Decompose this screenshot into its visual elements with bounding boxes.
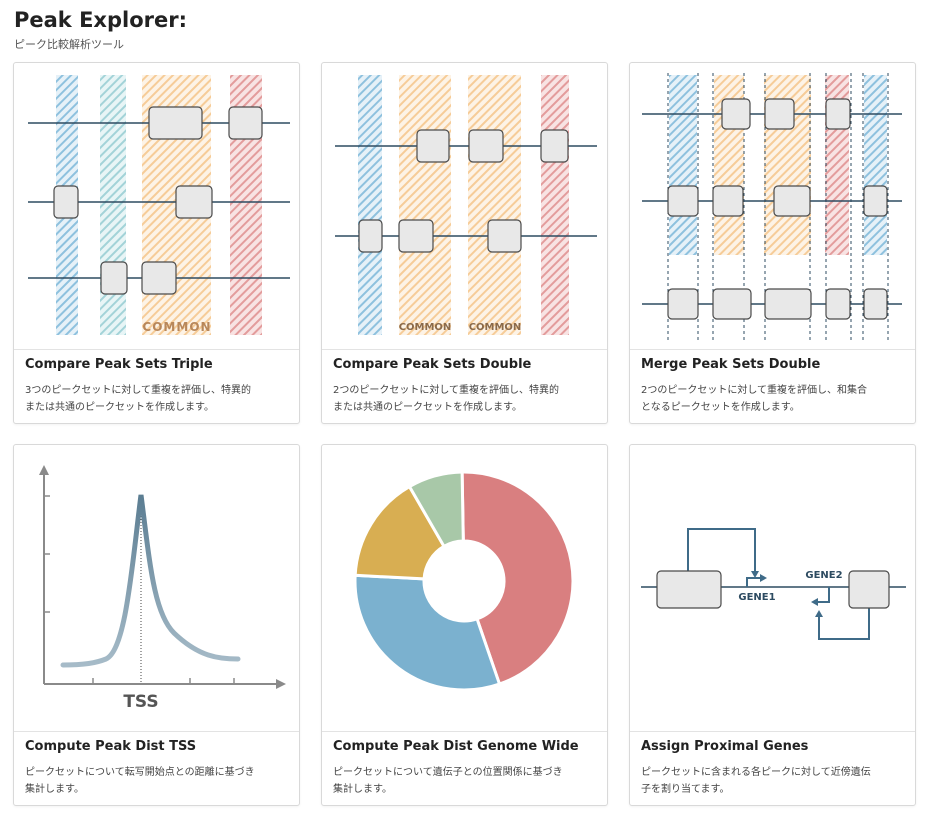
peak-box — [712, 185, 744, 217]
peak-box — [358, 219, 383, 253]
arrowhead — [811, 598, 818, 606]
hatched-region — [399, 75, 451, 335]
hatched-region — [468, 75, 521, 335]
card-description: 集計します。 — [333, 784, 392, 795]
illustration-label: GENE1 — [738, 592, 775, 603]
peak-box — [764, 98, 795, 130]
donut-segment — [407, 470, 465, 549]
peak-box — [863, 185, 888, 217]
arrowhead — [760, 574, 767, 582]
donut-segment — [460, 470, 575, 686]
peak-box — [175, 185, 213, 219]
peak-box — [398, 219, 434, 253]
gene-arrow — [816, 587, 830, 603]
card[interactable]: Merge Peak Sets Double 2つのピークセットに対して重複を評価… — [629, 62, 916, 424]
card-description: ピークセットについて遺伝子との位置関係に基づき — [333, 767, 563, 778]
card-description: 2つのピークセットに対して重複を評価し、和集合 — [641, 385, 868, 396]
card-illustration: COMMON COMMON — [335, 75, 597, 335]
peak-box — [721, 98, 751, 130]
card-description: となるピークセットを作成します。 — [641, 402, 800, 413]
donut-segment — [353, 573, 502, 692]
hatched-region — [541, 75, 569, 335]
page-subtitle: ピーク比較解析ツール — [14, 38, 124, 51]
card-title: Compute Peak Dist Genome Wide — [333, 739, 579, 754]
page-title: Peak Explorer: — [14, 8, 187, 32]
gene-arrow — [746, 577, 762, 587]
peak-box — [863, 288, 888, 320]
card-separator — [630, 731, 915, 732]
card-separator — [14, 731, 299, 732]
peak-box — [825, 288, 851, 320]
card-title: Merge Peak Sets Double — [641, 357, 821, 372]
card-description: 2つのピークセットに対して重複を評価し、特異的 — [333, 385, 560, 396]
card-illustration — [642, 73, 902, 343]
illustration-label: COMMON — [142, 320, 211, 334]
peak-box — [228, 106, 263, 140]
card-illustration: GENE1 GENE2 — [641, 528, 906, 640]
peak-box — [468, 129, 504, 163]
arrowhead — [751, 571, 759, 578]
peak-box — [667, 288, 699, 320]
peak-box — [141, 261, 177, 295]
card[interactable]: TSS Compute Peak Dist TSS ピークセットについて転写開始点と… — [13, 444, 300, 806]
peak-box — [540, 129, 569, 163]
illustration-label: GENE2 — [805, 570, 842, 581]
arrowhead — [39, 465, 49, 475]
regulation-arrow — [687, 528, 756, 573]
card-title: Compare Peak Sets Triple — [25, 357, 213, 372]
peak-box — [773, 185, 811, 217]
hatched-region — [100, 75, 126, 335]
card[interactable]: GENE1 GENE2 Assign Proximal Genes ピークセットに含ま… — [629, 444, 916, 806]
card-title: Compute Peak Dist TSS — [25, 739, 197, 754]
hatched-region — [669, 75, 697, 255]
hatched-region — [864, 75, 887, 255]
card-illustration: COMMON — [28, 75, 290, 335]
illustration-label: TSS — [123, 692, 158, 712]
card[interactable]: Compute Peak Dist Genome Wide ピークセットについて遺… — [321, 444, 608, 806]
illustration-label: COMMON — [399, 322, 452, 333]
card-description: 3つのピークセットに対して重複を評価し、特異的 — [25, 385, 252, 396]
peak-box — [667, 185, 699, 217]
regulation-arrow — [818, 608, 870, 640]
peak-box — [848, 570, 890, 609]
card-title: Assign Proximal Genes — [641, 739, 809, 754]
card-title: Compare Peak Sets Double — [333, 357, 532, 372]
illustration-label: COMMON — [469, 322, 522, 333]
card-separator — [630, 349, 915, 350]
peak-box — [487, 219, 522, 253]
card[interactable]: COMMON Compare Peak Sets Triple 3つのピークセットに… — [13, 62, 300, 424]
arrowhead — [276, 679, 286, 689]
hatched-region — [358, 75, 382, 335]
card-description: 集計します。 — [25, 784, 84, 795]
peak-box — [148, 106, 203, 140]
card-illustration: TSS — [39, 465, 286, 712]
card-separator — [322, 349, 607, 350]
peak-box — [712, 288, 752, 320]
card-illustration — [353, 470, 575, 692]
card-separator — [322, 731, 607, 732]
peak-box — [416, 129, 450, 163]
peak-box — [764, 288, 812, 320]
card-description: ピークセットに含まれる各ピークに対して近傍遺伝 — [641, 767, 871, 778]
card-description: ピークセットについて転写開始点との距離に基づき — [25, 767, 255, 778]
card-description: または共通のピークセットを作成します。 — [333, 402, 522, 413]
peak-box — [100, 261, 128, 295]
card-separator — [14, 349, 299, 350]
peak-box — [53, 185, 79, 219]
peak-box — [656, 570, 722, 609]
card-description: 子を割り当てます。 — [641, 784, 730, 795]
distribution-curve — [60, 494, 241, 668]
peak-box — [825, 98, 851, 130]
card-description: または共通のピークセットを作成します。 — [25, 402, 214, 413]
arrowhead — [815, 610, 823, 617]
card[interactable]: COMMON COMMON Compare Peak Sets Double 2つのピ… — [321, 62, 608, 424]
